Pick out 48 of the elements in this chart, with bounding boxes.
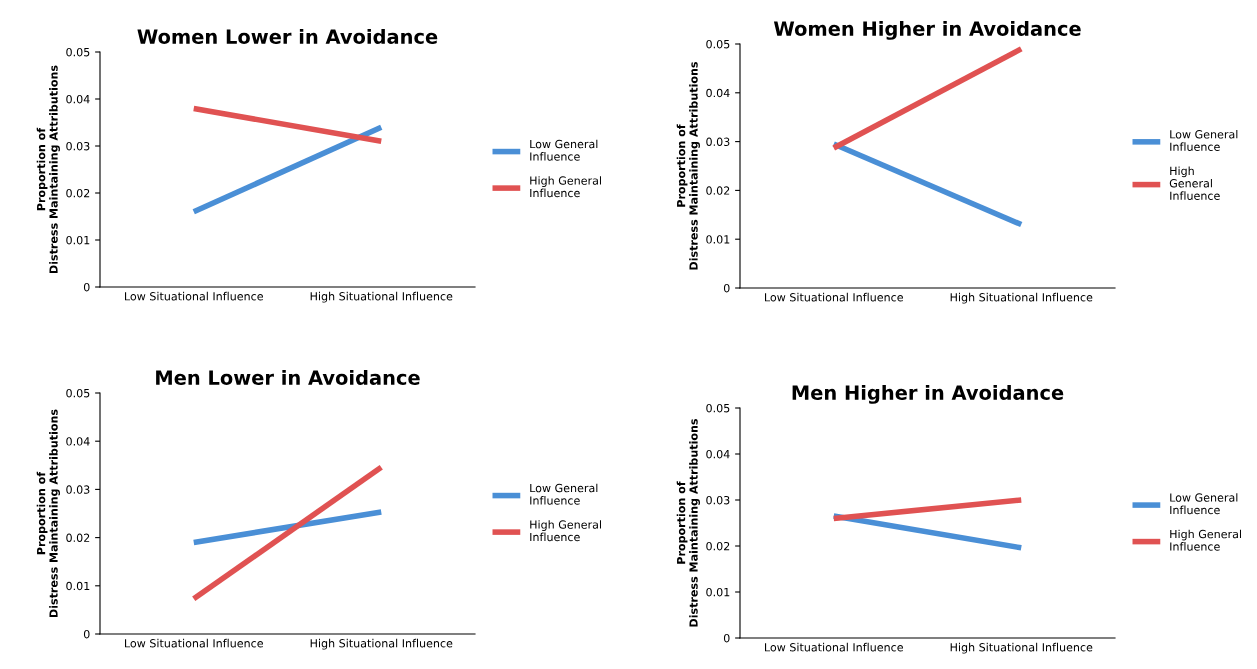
y-axis-title: Proportion of Distress Maintaining Attributions [36,409,60,618]
y-tick-label: 0.03 [66,141,90,151]
y-tick-label: 0.01 [706,235,730,244]
y-tick-label: 0.03 [66,485,90,494]
y-axis-title: Proportion of Distress Maintaining Attributions [676,418,700,627]
y-tick-label: 0.05 [706,39,730,49]
y-axis-title: Proportion of Distress Maintaining Attributions [36,65,60,274]
x-tick-label: Low Situational Influence [125,638,263,648]
y-tick-label: 0.01 [706,587,730,597]
y-tick-label: 0.05 [706,403,730,413]
chart-title: Men Higher in Avoidance [792,384,1064,404]
y-tick-label: 0.02 [706,541,730,551]
y-tick-label: 0.01 [66,581,90,591]
legend-label: High General Influence [1170,529,1241,551]
x-tick-label: High Situational Influence [310,291,453,303]
legend-label: Low General Influence [1170,493,1238,515]
y-tick-label: 0 [723,633,730,643]
legend-label: Low General Influence [1170,129,1238,151]
x-tick-label: High Situational Influence [310,638,453,650]
legend-label: High General Influence [1169,166,1220,200]
legend-label: High General Influence [530,520,601,542]
y-tick-label: 0.02 [706,186,730,195]
x-tick-label: High Situational Influence [950,292,1093,304]
legend-label: High General Influence [530,176,601,198]
legend-label: Low General Influence [530,483,598,505]
chart-title: Women Higher in Avoidance [773,20,1081,40]
x-tick-label: Low Situational Influence [125,291,263,301]
y-tick-label: 0.02 [66,188,90,198]
y-tick-label: 0.04 [66,437,90,446]
y-tick-label: 0.04 [706,449,730,459]
y-tick-label: 0.03 [706,137,730,146]
y-axis-title: Proportion of Distress Maintaining Attributions [676,61,700,270]
y-tick-label: 0.05 [66,47,90,57]
x-tick-label: High Situational Influence [950,642,1093,654]
y-tick-label: 0 [83,629,90,639]
x-tick-label: Low Situational Influence [765,642,903,652]
chart-title: Men Lower in Avoidance [156,369,420,385]
y-tick-label: 0 [723,283,730,293]
x-tick-label: Low Situational Influence [765,292,903,302]
legend-label: Low General Influence [530,139,598,161]
y-tick-label: 0.04 [66,94,90,104]
y-tick-label: 0.02 [66,533,90,542]
chart-title: Women Lower in Avoidance [137,28,438,44]
y-tick-label: 0.05 [66,388,90,398]
y-tick-label: 0 [83,282,90,292]
y-tick-label: 0.04 [706,88,730,98]
y-tick-label: 0.01 [66,235,90,245]
y-tick-label: 0.03 [706,495,730,505]
